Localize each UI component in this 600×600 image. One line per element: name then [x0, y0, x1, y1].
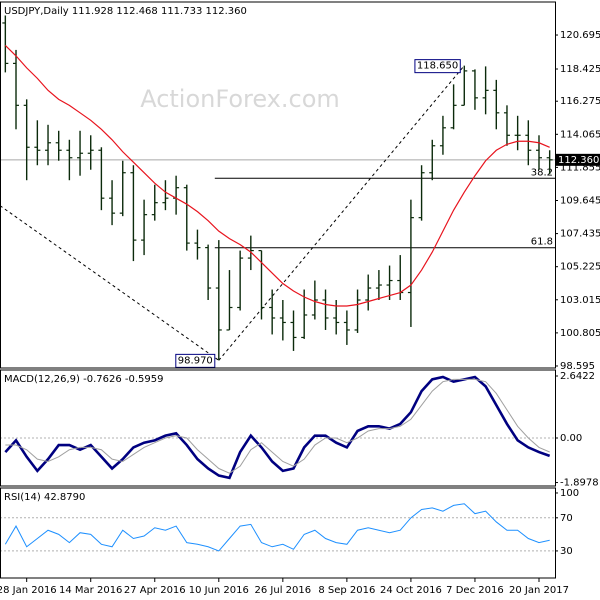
x-tick-label: 14 Mar 2016: [59, 585, 122, 596]
x-tick-label: 24 Oct 2016: [380, 585, 442, 596]
watermark: ActionForex.com: [140, 85, 340, 113]
annotation: 98.970: [175, 353, 216, 368]
annotation-label: 98.970: [178, 355, 213, 366]
last-price-label: 112.360: [558, 155, 599, 166]
trendline: [218, 65, 465, 361]
panel-frame: [0, 487, 556, 579]
y-tick-label: 114.065: [560, 129, 600, 140]
y-tick-label: 105.225: [560, 262, 600, 273]
y-tick-label: 70: [560, 513, 573, 524]
y-tick-label: 103.015: [560, 295, 600, 306]
panel-2: [0, 503, 555, 552]
panel-title: USDJPY,Daily 111.928 112.468 111.733 112…: [4, 6, 247, 17]
trendline: [0, 205, 220, 361]
annotation-label: 118.650: [417, 61, 458, 72]
panel-frame: [0, 1, 556, 369]
y-tick-label: 0.00: [560, 433, 582, 444]
panel-title: MACD(12,26,9) -0.7626 -0.5959: [4, 374, 164, 385]
x-tick-label: 10 Jun 2016: [189, 585, 249, 596]
moving-average: [4, 45, 550, 307]
x-tick-label: 7 Dec 2016: [446, 585, 504, 596]
x-tick-label: 26 Jul 2016: [255, 585, 312, 596]
last-price-box: [556, 153, 600, 166]
y-tick-label: 30: [560, 546, 573, 557]
fib-label: 38.2: [531, 167, 553, 178]
y-tick-label: 118.425: [560, 64, 600, 75]
series-line: [4, 375, 551, 480]
y-tick-label: 109.645: [560, 195, 600, 206]
panel-frame: [0, 369, 556, 487]
y-tick-label: 116.275: [560, 96, 600, 107]
series-line: [5, 378, 550, 474]
y-tick-label: -1.8978: [560, 478, 599, 489]
y-tick-label: 100.805: [560, 328, 600, 339]
x-tick-label: 27 Apr 2016: [124, 585, 186, 596]
x-tick-label: 28 Jan 2016: [0, 585, 57, 596]
y-tick-label: 100: [560, 488, 579, 499]
y-tick-label: 107.435: [560, 229, 600, 240]
y-tick-label: 111.855: [560, 162, 600, 173]
annotation-box: [414, 59, 461, 74]
y-tick-label: 120.695: [560, 30, 600, 41]
x-tick-label: 8 Sep 2016: [318, 585, 375, 596]
annotation: 118.650: [414, 59, 461, 74]
panel-1: [0, 375, 555, 480]
last-price: 112.360: [556, 153, 600, 166]
y-tick-label: 98.595: [560, 361, 595, 372]
fib-label: 61.8: [531, 237, 553, 248]
series-line: [4, 503, 550, 552]
panel-title: RSI(14) 42.8790: [4, 492, 85, 503]
x-tick-label: 20 Jan 2017: [509, 585, 569, 596]
annotation-box: [175, 353, 216, 368]
panel-0: ActionForex.com 38.2 61.8: [0, 15, 555, 361]
y-tick-label: 2.6422: [560, 371, 595, 382]
